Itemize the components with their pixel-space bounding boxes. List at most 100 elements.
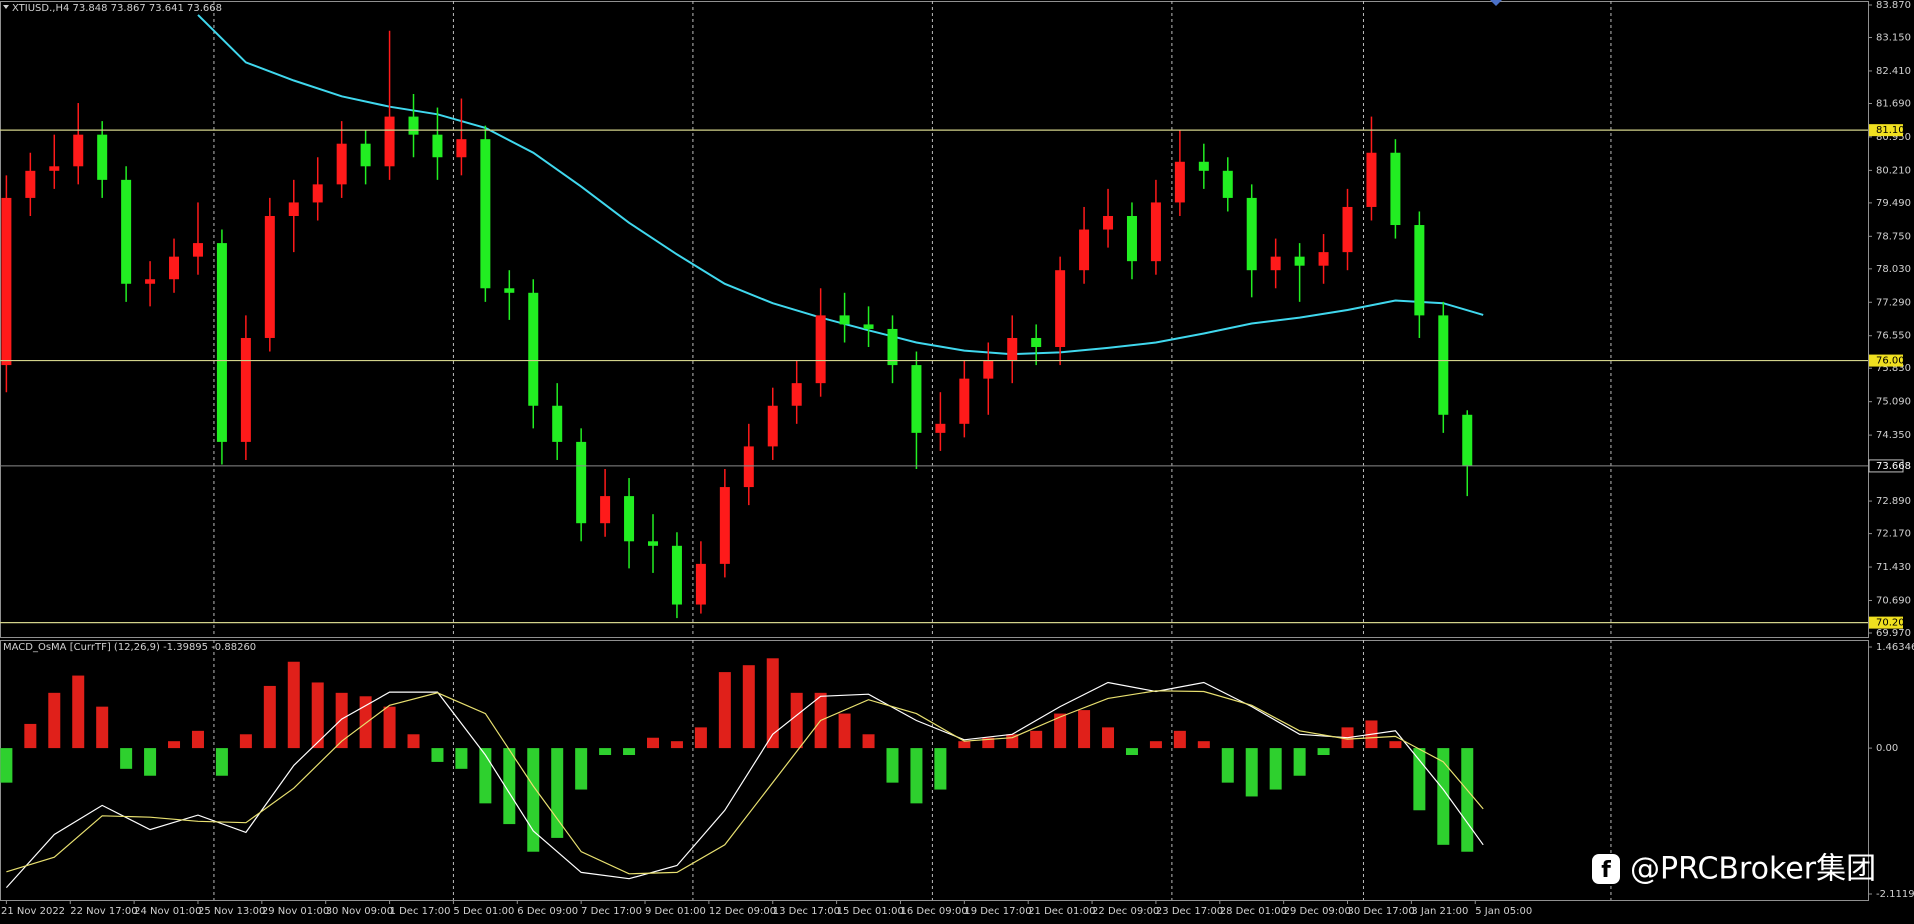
histogram-bar [48, 692, 61, 749]
histogram-bar [1197, 741, 1210, 749]
x-tick-label: 24 Nov 01:00 [134, 906, 201, 917]
candle-body [312, 184, 323, 203]
candle-body [1198, 161, 1209, 171]
histogram-bar [503, 748, 516, 825]
candle-body [911, 365, 922, 433]
candle-body [264, 215, 275, 338]
watermark-icon [1592, 854, 1620, 884]
histogram-bar [1149, 741, 1162, 749]
candle-body [887, 328, 898, 366]
candle-body [1270, 256, 1281, 271]
y-tick-label: 82.410 [1876, 66, 1911, 77]
candle-body [336, 143, 347, 185]
histogram-bar [0, 748, 13, 783]
candle-body [600, 496, 611, 524]
candle-body [1246, 197, 1257, 271]
candle-body [456, 139, 467, 158]
y-tick-label: 72.890 [1876, 496, 1911, 507]
indicator-title: MACD_OsMA [CurrTF] (12,26,9) -1.39895 -0… [3, 642, 256, 653]
histogram-bar [1317, 748, 1330, 756]
x-tick-label: 21 Nov 2022 [1, 906, 65, 917]
candle-body [432, 134, 443, 158]
histogram-bar [263, 685, 276, 749]
candle-body [695, 563, 706, 605]
histogram-bar [144, 748, 157, 776]
candle-body [25, 170, 36, 198]
x-tick-label: 21 Dec 01:00 [1028, 906, 1095, 917]
macd-line [6, 690, 1484, 875]
candle-body [240, 337, 251, 442]
candle-body [1150, 202, 1161, 262]
histogram-bar [1269, 748, 1282, 790]
candle-body [73, 134, 84, 167]
candle-body [839, 315, 850, 325]
candle-body [49, 166, 60, 171]
histogram-bar [335, 692, 348, 749]
histogram-bar [120, 748, 133, 769]
y-tick-label: 79.490 [1876, 198, 1911, 209]
y-tick-label: 81.690 [1876, 98, 1911, 109]
candle-body [935, 423, 946, 433]
level-label: 70.200 [1876, 618, 1911, 629]
histogram-bar [383, 706, 396, 749]
candle-body [1079, 229, 1090, 271]
candle-body [504, 288, 515, 293]
y-tick-label: 75.830 [1876, 363, 1911, 374]
histogram-bar [96, 706, 109, 749]
y-tick-label: 83.150 [1876, 33, 1911, 44]
candle-body [1, 197, 12, 366]
candle-body [384, 116, 395, 167]
histogram-bar [599, 748, 612, 756]
histogram-bar [24, 723, 37, 749]
candle-body [1342, 206, 1353, 253]
y-tick-label: 77.290 [1876, 297, 1911, 308]
histogram-bar [455, 748, 468, 769]
histogram-bar [982, 737, 995, 749]
histogram-bar [1245, 748, 1258, 797]
candle-body [863, 324, 874, 329]
candle-body [1462, 414, 1473, 466]
histogram-bar [1102, 727, 1115, 749]
candle-body [1414, 225, 1425, 316]
candle-body [97, 134, 108, 180]
histogram-bar [1293, 748, 1306, 776]
y-tick-label: 78.750 [1876, 231, 1911, 242]
histogram-bar [1389, 741, 1402, 749]
candle-body [576, 441, 587, 524]
histogram-bar [1078, 710, 1091, 749]
x-tick-label: 5 Dec 01:00 [453, 906, 514, 917]
histogram-bar [1173, 730, 1186, 749]
x-tick-label: 16 Dec 09:00 [900, 906, 967, 917]
candle-body [360, 143, 371, 167]
histogram-bar [1461, 748, 1474, 852]
candle-body [192, 243, 203, 257]
histogram-bar [1054, 713, 1067, 749]
histogram-bar [790, 692, 803, 749]
x-tick-label: 3 Jan 21:00 [1411, 906, 1468, 917]
x-tick-label: 15 Dec 01:00 [837, 906, 904, 917]
candle-body [815, 315, 826, 384]
candle-body [624, 496, 635, 542]
price-label-box [1868, 459, 1904, 473]
y-tick-label: 71.430 [1876, 562, 1911, 573]
x-tick-label: 19 Dec 17:00 [964, 906, 1031, 917]
histogram-bar [431, 748, 444, 762]
candle-body [1294, 256, 1305, 266]
histogram-bar [838, 713, 851, 749]
histogram-bar [1413, 748, 1426, 811]
chart-title: XTIUSD.,H4 73.848 73.867 73.641 73.668 [12, 3, 222, 14]
histogram-bar [1221, 748, 1234, 783]
y-tick-label: 69.970 [1876, 628, 1911, 639]
histogram-bar [647, 737, 660, 749]
x-tick-label: 9 Dec 01:00 [645, 906, 706, 917]
x-tick-label: 13 Dec 17:00 [773, 906, 840, 917]
histogram-bar [910, 748, 923, 804]
histogram-bar [742, 665, 755, 749]
candle-body [145, 279, 156, 284]
candle-body [1103, 215, 1114, 230]
histogram-bar [168, 741, 181, 749]
candle-body [1390, 152, 1401, 226]
histogram-bar [311, 682, 324, 749]
histogram-bar [72, 675, 85, 749]
